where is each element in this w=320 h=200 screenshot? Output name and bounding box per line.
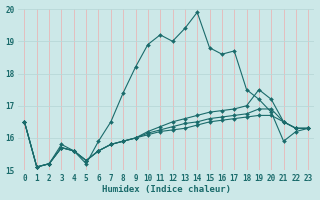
X-axis label: Humidex (Indice chaleur): Humidex (Indice chaleur)	[102, 185, 231, 194]
